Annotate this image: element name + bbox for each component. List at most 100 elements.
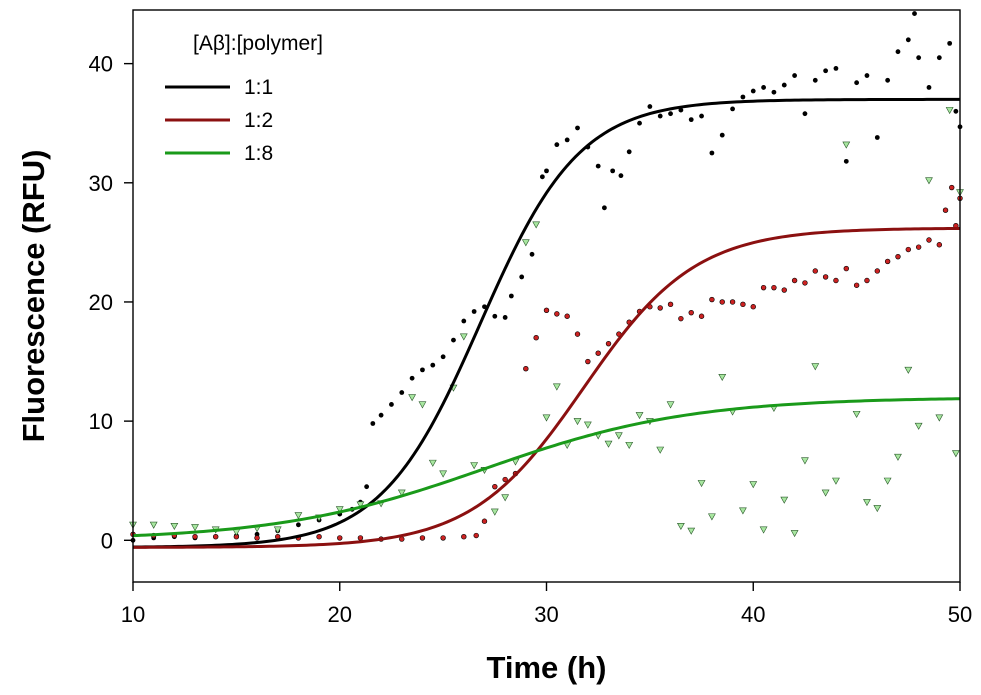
data-point — [542, 414, 551, 422]
data-point — [337, 535, 343, 541]
data-point — [914, 422, 923, 430]
data-point — [740, 301, 746, 308]
data-point — [780, 496, 789, 504]
data-point — [842, 141, 851, 149]
data-point — [459, 333, 468, 341]
data-point — [418, 401, 427, 409]
fit-curve-1-8 — [132, 397, 961, 538]
data-point — [552, 383, 561, 391]
data-point — [564, 313, 570, 319]
data-point — [335, 506, 344, 514]
y-tick-label: 10 — [89, 409, 113, 434]
data-point — [719, 132, 725, 138]
data-point — [595, 163, 601, 169]
data-point — [905, 246, 912, 253]
data-point — [543, 307, 550, 313]
data-point — [519, 274, 525, 280]
data-point — [585, 358, 591, 365]
data-point — [688, 117, 694, 123]
data-point — [554, 142, 560, 148]
data-point — [951, 450, 960, 458]
y-tick-label: 30 — [89, 171, 113, 196]
data-point — [749, 481, 758, 489]
data-point — [614, 432, 623, 440]
data-point — [492, 483, 498, 490]
data-point — [854, 80, 860, 86]
x-axis-title: Time (h) — [487, 650, 607, 685]
data-point — [823, 68, 829, 74]
data-point — [781, 287, 787, 293]
data-point — [790, 530, 799, 538]
data-point — [730, 106, 735, 112]
data-point — [874, 268, 880, 274]
data-point — [419, 535, 426, 541]
data-point — [492, 313, 498, 319]
data-point — [833, 277, 839, 284]
data-point — [668, 111, 673, 117]
data-point — [916, 55, 922, 61]
data-point — [357, 535, 364, 541]
data-point — [191, 524, 199, 532]
data-point — [945, 107, 954, 115]
data-point — [729, 299, 736, 305]
data-point — [925, 177, 933, 185]
fit-curve-1-1 — [132, 97, 961, 549]
data-point — [697, 480, 706, 488]
x-tick-label: 30 — [534, 602, 558, 627]
data-point — [739, 507, 747, 515]
data-point — [915, 244, 922, 250]
data-point — [471, 309, 477, 314]
y-axis: 0 10 20 30 40 — [89, 52, 133, 553]
data-point — [688, 309, 694, 316]
legend-title: [Aβ]:[polymer] — [193, 32, 323, 55]
data-point — [316, 534, 322, 540]
legend: [Aβ]:[polymer] 1:1 1:2 1:8 — [165, 32, 323, 165]
data-point — [853, 282, 860, 288]
data-point — [811, 363, 820, 371]
data-point — [397, 489, 406, 497]
legend-label-1-2: 1:2 — [244, 109, 273, 132]
data-point — [657, 113, 663, 119]
data-point — [420, 367, 425, 373]
data-point — [935, 414, 944, 422]
data-point — [936, 242, 943, 248]
data-point — [678, 315, 684, 322]
data-point — [949, 184, 955, 191]
data-point — [791, 277, 798, 284]
data-point — [473, 532, 479, 539]
data-point — [843, 158, 849, 164]
data-point — [936, 55, 942, 61]
data-point — [822, 274, 829, 280]
y-axis-title: Fluorescence (RFU) — [16, 150, 51, 443]
data-point — [874, 135, 880, 140]
data-point — [852, 410, 861, 418]
data-point — [575, 125, 580, 131]
data-point — [583, 421, 592, 429]
data-point — [750, 304, 756, 310]
data-point — [399, 390, 405, 395]
data-point — [461, 534, 467, 540]
data-point — [832, 477, 840, 485]
data-point — [573, 418, 582, 426]
data-point — [490, 508, 499, 516]
data-point — [451, 337, 456, 343]
data-point — [564, 137, 570, 143]
fit-curves-layer — [132, 97, 961, 549]
data-point — [761, 85, 766, 90]
data-point — [470, 462, 479, 470]
data-point — [884, 258, 891, 265]
data-point — [378, 412, 384, 418]
data-point — [699, 113, 704, 119]
data-point — [213, 534, 219, 540]
data-point — [440, 535, 446, 541]
data-point — [676, 522, 685, 531]
data-points-layer — [129, 11, 964, 543]
data-point — [481, 518, 488, 524]
data-point — [637, 120, 642, 126]
data-point — [625, 441, 634, 449]
data-point — [170, 522, 179, 531]
data-point — [605, 340, 612, 347]
x-tick-label: 40 — [741, 602, 765, 627]
data-point — [771, 284, 777, 291]
